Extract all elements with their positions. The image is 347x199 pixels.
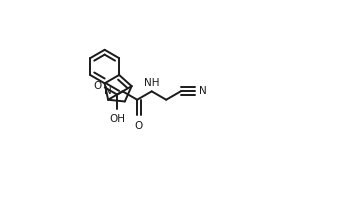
Text: NH: NH: [144, 78, 159, 88]
Text: N: N: [199, 86, 206, 96]
Text: O: O: [93, 81, 102, 91]
Text: O: O: [134, 121, 143, 131]
Text: N: N: [104, 86, 112, 96]
Text: OH: OH: [109, 114, 125, 124]
